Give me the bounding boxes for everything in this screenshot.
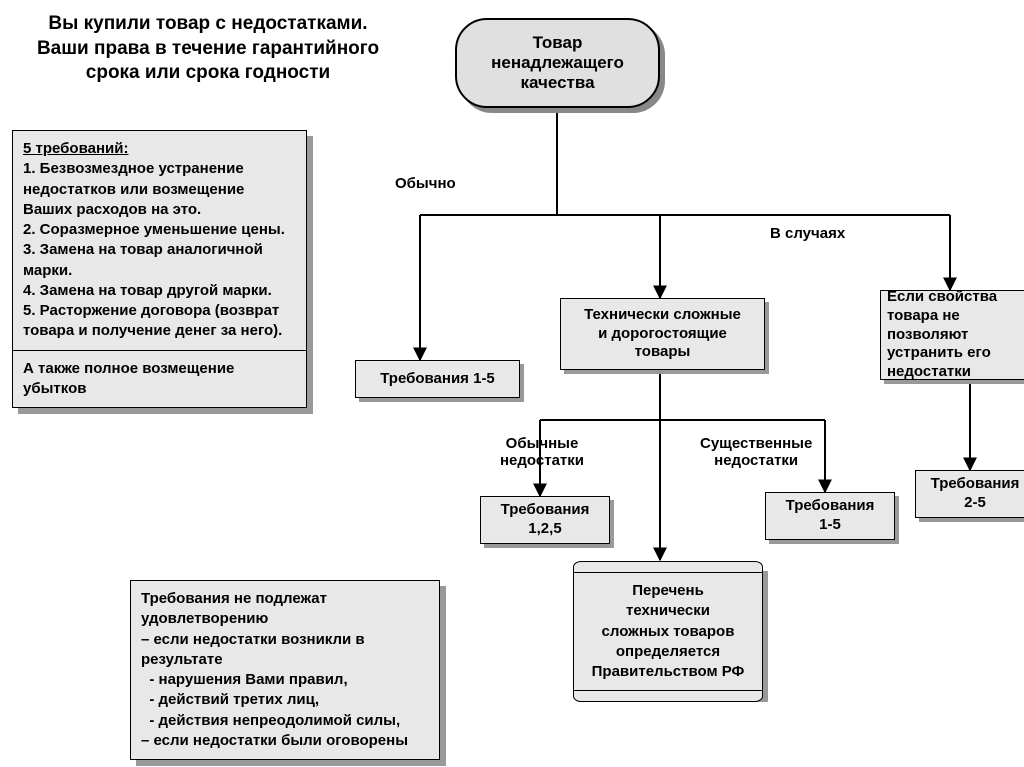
node-tech-complex-label: Технически сложные и дорогостоящие товар… (584, 306, 741, 362)
exclusions-box: Требования не подлежат удовлетворению – … (130, 580, 440, 760)
requirements-item-3: 3. Замена на товар аналогичной марки. (23, 241, 263, 278)
requirements-item-2: 2. Соразмерное уменьшение цены. (23, 221, 285, 238)
title-line-1: Вы купили товар с недостатками. (18, 12, 398, 37)
exclusions-lead: – если недостатки возникли в результате (141, 631, 365, 668)
requirements-item-5: 5. Расторжение договора (возврат товара … (23, 302, 282, 339)
node-req-1-5-usual-label: Требования 1-5 (380, 370, 495, 389)
node-req-2-5-label: Требования 2-5 (931, 475, 1020, 513)
requirements-item-4: 4. Замена на товар другой марки. (23, 282, 272, 299)
page-title: Вы купили товар с недостатками. Ваши пра… (18, 12, 398, 86)
node-gov-decree-label: Перечень технически сложных товаров опре… (592, 582, 745, 680)
node-req-1-2-5: Требования 1,2,5 (480, 496, 610, 544)
node-cannot-fix-label: Если свойства товара не позволяют устран… (887, 288, 1024, 382)
exclusions-bullet-3: - действия непреодолимой силы, (149, 712, 400, 729)
exclusions-bullet-1: - нарушения Вами правил, (149, 671, 347, 688)
requirements-item-1: 1. Безвозмездное устранение недостатков … (23, 160, 244, 218)
flow-root: Товар ненадлежащего качества (455, 18, 660, 108)
diagram-canvas: Вы купили товар с недостатками. Ваши пра… (0, 0, 1024, 767)
node-req-1-2-5-label: Требования 1,2,5 (501, 501, 590, 539)
node-cannot-fix: Если свойства товара не позволяют устран… (880, 290, 1024, 380)
node-req-1-5-usual: Требования 1-5 (355, 360, 520, 398)
title-line-3: срока или срока годности (18, 61, 398, 86)
flow-root-label: Товар ненадлежащего качества (491, 33, 624, 93)
requirements-box: 5 требований: 1. Безвозмездное устранени… (12, 130, 307, 408)
label-usually: Обычно (395, 175, 456, 192)
exclusions-bullet-2: - действий третих лиц, (149, 691, 319, 708)
exclusions-tail: – если недостатки были оговорены (141, 732, 408, 749)
exclusions-header: Требования не подлежат удовлетворению (141, 590, 327, 627)
title-line-2: Ваши права в течение гарантийного (18, 37, 398, 62)
node-req-1-5-essential-label: Требования 1-5 (786, 497, 875, 535)
label-essential-defects: Существенные недостатки (700, 435, 812, 469)
label-ordinary-defects: Обычные недостатки (500, 435, 584, 469)
node-req-2-5: Требования 2-5 (915, 470, 1024, 518)
node-req-1-5-essential: Требования 1-5 (765, 492, 895, 540)
requirements-header: 5 требований: (23, 140, 128, 157)
label-in-cases: В случаях (770, 225, 845, 242)
node-tech-complex: Технически сложные и дорогостоящие товар… (560, 298, 765, 370)
node-gov-decree: Перечень технически сложных товаров опре… (573, 566, 763, 697)
requirements-footer: А также полное возмещение убытков (23, 360, 234, 397)
